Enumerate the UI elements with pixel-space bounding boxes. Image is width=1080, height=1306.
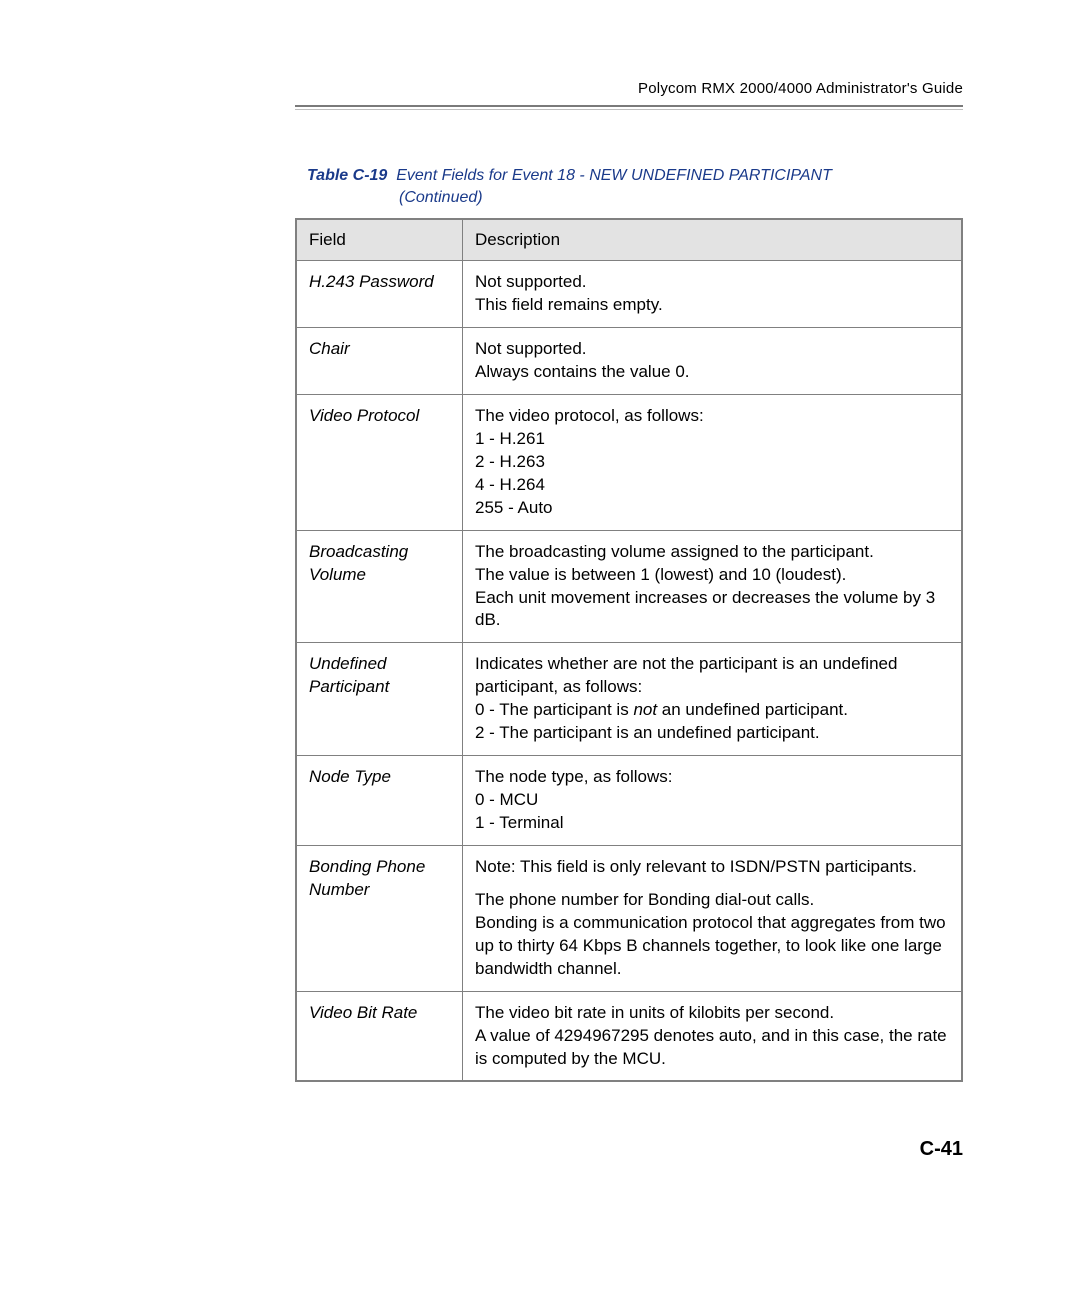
field-name-cell: Bonding Phone Number <box>296 845 463 991</box>
running-head: Polycom RMX 2000/4000 Administrator's Gu… <box>295 80 963 97</box>
table-caption-title: Event Fields for Event 18 - NEW UNDEFINE… <box>396 167 832 184</box>
table-row: Node TypeThe node type, as follows:0 - M… <box>296 756 962 846</box>
table-row: Video Bit RateThe video bit rate in unit… <box>296 991 962 1081</box>
table-row: Broadcasting VolumeThe broadcasting volu… <box>296 530 962 643</box>
table-row: H.243 PasswordNot supported.This field r… <box>296 261 962 328</box>
field-name-cell: H.243 Password <box>296 261 463 328</box>
header-rule-thin <box>295 109 963 110</box>
event-fields-table: Field Description H.243 PasswordNot supp… <box>295 218 963 1082</box>
field-description-cell: Note: This field is only relevant to ISD… <box>463 845 963 991</box>
table-caption: Table C-19 Event Fields for Event 18 - N… <box>295 165 963 208</box>
table-row: ChairNot supported.Always contains the v… <box>296 328 962 395</box>
field-description-cell: The video protocol, as follows:1 - H.261… <box>463 394 963 530</box>
table-row: Bonding Phone NumberNote: This field is … <box>296 845 962 991</box>
field-description-cell: The node type, as follows:0 - MCU1 - Ter… <box>463 756 963 846</box>
table-row: Undefined ParticipantIndicates whether a… <box>296 643 962 756</box>
table-row: Video ProtocolThe video protocol, as fol… <box>296 394 962 530</box>
field-description-cell: Not supported.This field remains empty. <box>463 261 963 328</box>
field-name-cell: Broadcasting Volume <box>296 530 463 643</box>
field-description-cell: Not supported.Always contains the value … <box>463 328 963 395</box>
field-description-cell: The video bit rate in units of kilobits … <box>463 991 963 1081</box>
header-rule-thick <box>295 105 963 107</box>
table-header-row: Field Description <box>296 219 962 261</box>
field-description-cell: The broadcasting volume assigned to the … <box>463 530 963 643</box>
table-caption-continued: (Continued) <box>399 187 963 209</box>
table-caption-label: Table C-19 <box>307 167 387 184</box>
col-header-field: Field <box>296 219 463 261</box>
field-name-cell: Node Type <box>296 756 463 846</box>
field-name-cell: Undefined Participant <box>296 643 463 756</box>
field-description-cell: Indicates whether are not the participan… <box>463 643 963 756</box>
col-header-description: Description <box>463 219 963 261</box>
field-name-cell: Chair <box>296 328 463 395</box>
document-page: Polycom RMX 2000/4000 Administrator's Gu… <box>0 0 1080 1306</box>
field-name-cell: Video Bit Rate <box>296 991 463 1081</box>
field-name-cell: Video Protocol <box>296 394 463 530</box>
page-number: C-41 <box>920 1138 963 1161</box>
